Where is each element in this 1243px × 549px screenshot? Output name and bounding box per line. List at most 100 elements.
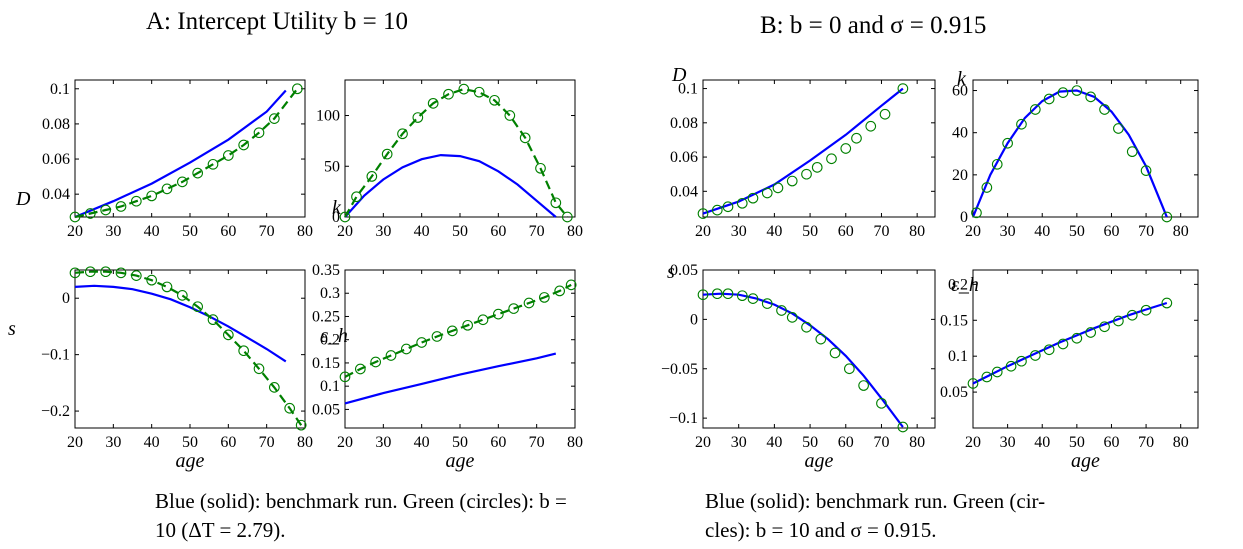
data-point (843, 363, 855, 375)
x-tick-label: 50 (452, 223, 468, 240)
data-point (1161, 211, 1173, 223)
data-point (826, 153, 837, 165)
x-tick-label: 60 (490, 223, 506, 240)
y-axis-label: ε_h (320, 325, 348, 347)
data-point (897, 421, 909, 433)
data-point (381, 148, 393, 160)
data-point (492, 308, 504, 320)
data-point (523, 297, 535, 309)
axes-frame (972, 79, 1199, 218)
x-tick-label: 50 (452, 434, 468, 451)
data-point (238, 345, 250, 357)
y-axis-label: k (332, 197, 342, 219)
x-tick-label: 70 (1138, 223, 1154, 240)
data-point (84, 208, 96, 219)
axes-frame (74, 269, 306, 429)
x-tick-label: 20 (695, 223, 711, 240)
x-tick-label: 40 (766, 223, 782, 240)
subplot-a-4: 20 30 40 50 60 70 80 0.05 0.1 0.15 0.2 0.25 0.3 0.35 ε… (312, 262, 583, 472)
data-point (238, 139, 250, 151)
y-tick-label: 60 (952, 83, 968, 100)
panel-a-caption-line2: 10 (ΔT = 2.79). (155, 518, 286, 542)
data-point (1002, 137, 1013, 149)
data-point (801, 321, 812, 333)
data-point (351, 191, 362, 203)
x-tick-label: 60 (220, 434, 236, 451)
data-point (865, 120, 877, 132)
data-point (146, 190, 158, 202)
data-point (967, 378, 979, 389)
y-tick-label: −0.1 (41, 347, 70, 364)
x-tick-label: 30 (375, 434, 391, 451)
x-tick-label: 20 (337, 223, 353, 240)
y-tick-label: 0.2 (320, 332, 340, 349)
data-point (1071, 85, 1083, 96)
data-point (69, 267, 81, 279)
x-tick-label: 60 (220, 223, 236, 240)
x-tick-label: 60 (490, 434, 506, 451)
y-axis-label: k (957, 68, 967, 90)
y-tick-label: 50 (324, 158, 340, 175)
x-tick-label: 40 (766, 434, 782, 451)
data-point (761, 298, 773, 309)
x-tick-label: 60 (838, 223, 854, 240)
axes-frame (702, 79, 936, 218)
y-tick-label: 0.3 (320, 285, 340, 302)
data-point (100, 204, 112, 216)
y-tick-label: 0.35 (312, 262, 340, 279)
x-tick-label: 30 (1000, 223, 1016, 240)
benchmark-line (971, 89, 1168, 218)
data-point (192, 167, 204, 179)
data-point (115, 267, 127, 279)
x-tick-label: 30 (375, 223, 391, 240)
panel-b-caption-line1: Blue (solid): benchmark run. Green (cir- (705, 489, 1046, 513)
data-point (1099, 321, 1110, 333)
data-point (879, 108, 891, 120)
data-point (840, 143, 852, 154)
data-point (535, 162, 546, 174)
x-tick-label: 50 (182, 223, 198, 240)
x-tick-label: 20 (337, 434, 353, 451)
data-point (565, 279, 577, 291)
data-point (897, 83, 909, 94)
x-axis-label: age (176, 450, 205, 472)
data-point (370, 356, 382, 368)
data-point (416, 337, 428, 348)
data-point (222, 150, 234, 161)
x-tick-label: 20 (67, 223, 83, 240)
y-tick-label: 0.15 (312, 355, 340, 372)
panel-b-title: B: b = 0 and σ = 0.915 (760, 12, 987, 39)
data-point (971, 207, 982, 219)
x-tick-label: 40 (144, 223, 160, 240)
y-tick-label: 0 (62, 290, 70, 307)
panel-a-caption: Blue (solid): benchmark run. Green (circ… (155, 487, 595, 545)
data-point (561, 211, 573, 223)
data-point (385, 350, 397, 361)
y-tick-label: 0.25 (312, 308, 340, 325)
axes-frame (972, 269, 1199, 429)
data-point (477, 314, 489, 326)
data-point (697, 289, 709, 301)
data-point (462, 319, 474, 331)
axes-frame (74, 79, 306, 218)
subplot-b-1: 20 30 40 50 60 70 80 0.04 0.06 0.08 0.1D (670, 64, 936, 240)
data-point (222, 329, 234, 341)
x-tick-label: 80 (1173, 434, 1189, 451)
data-point (291, 83, 303, 95)
data-point (397, 128, 408, 140)
y-axis-label: D (15, 188, 31, 210)
x-tick-label: 70 (1138, 434, 1154, 451)
x-tick-label: 50 (802, 223, 818, 240)
alternative-line (344, 283, 572, 378)
x-axis-label: age (805, 450, 834, 472)
panel-b-caption-line2: cles): b = 10 and σ = 0.915. (705, 518, 937, 542)
data-point (722, 201, 734, 213)
data-point (801, 168, 812, 180)
panel-a-caption-line1: Blue (solid): benchmark run. Green (circ… (155, 489, 567, 513)
y-tick-label: 0.1 (948, 348, 968, 365)
data-point (161, 281, 173, 293)
x-axis-label: age (1071, 450, 1100, 472)
data-point (84, 266, 96, 278)
data-point (736, 197, 748, 209)
